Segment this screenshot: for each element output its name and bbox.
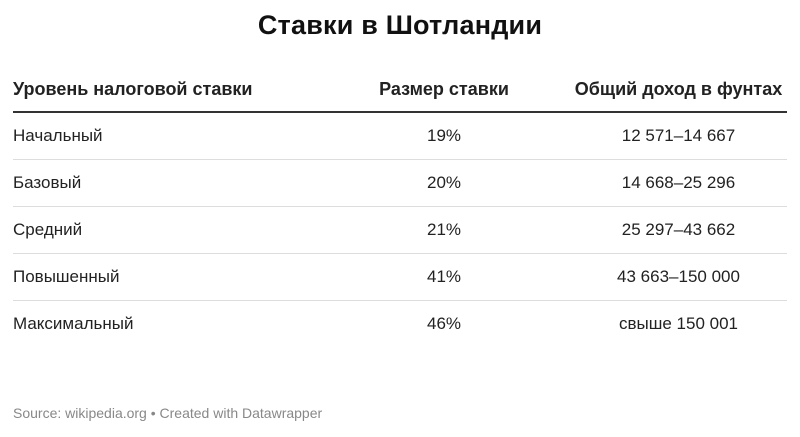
cell-income: 25 297–43 662 [570,206,787,254]
table-header-row: Уровень налоговой ставки Размер ставки О… [13,78,787,113]
cell-rate: 20% [318,159,570,207]
cell-rate: 19% [318,112,570,160]
table-row: Максимальный 46% свыше 150 001 [13,301,787,348]
table-row: Средний 21% 25 297–43 662 [13,206,787,254]
cell-tax-level: Средний [13,206,318,254]
cell-tax-level: Повышенный [13,253,318,301]
table-row: Повышенный 41% 43 663–150 000 [13,253,787,301]
table-row: Базовый 20% 14 668–25 296 [13,159,787,207]
cell-rate: 41% [318,253,570,301]
source-footer: Source: wikipedia.org • Created with Dat… [13,405,323,421]
cell-income: свыше 150 001 [618,314,739,333]
cell-income: 14 668–25 296 [570,159,787,207]
tax-rates-table: Уровень налоговой ставки Размер ставки О… [13,78,787,347]
cell-rate: 21% [318,206,570,254]
cell-rate: 46% [426,314,462,333]
cell-tax-level: Начальный [13,112,318,160]
column-header-tax-level: Уровень налоговой ставки [13,78,318,113]
column-header-rate: Размер ставки [318,78,570,113]
cell-income: 12 571–14 667 [570,112,787,160]
chart-title: Ставки в Шотландии [257,10,543,40]
cell-tax-level: Максимальный [13,314,134,333]
cell-tax-level: Базовый [13,159,318,207]
column-header-income: Общий доход в фунтах [570,78,787,113]
table-row: Начальный 19% 12 571–14 667 [13,112,787,160]
cell-income: 43 663–150 000 [570,253,787,301]
